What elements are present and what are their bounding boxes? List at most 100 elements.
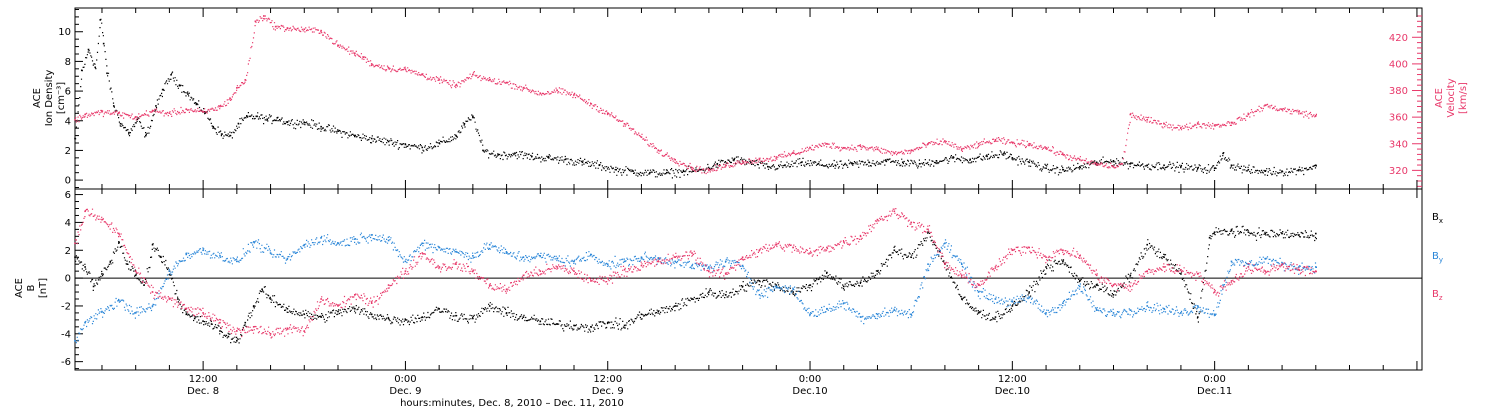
data-point	[1078, 165, 1081, 168]
x-tick-time: 0:00	[394, 374, 416, 385]
data-point	[354, 52, 356, 55]
data-point	[370, 302, 373, 304]
data-point	[286, 121, 289, 124]
data-point	[792, 152, 794, 154]
data-point	[202, 312, 204, 314]
data-point	[1045, 266, 1047, 268]
data-point	[859, 281, 862, 284]
data-point	[977, 312, 980, 314]
data-point	[893, 210, 896, 213]
data-point	[640, 256, 643, 259]
data-point	[187, 93, 189, 95]
data-point	[859, 145, 862, 148]
data-point	[1180, 273, 1182, 275]
data-point	[708, 291, 710, 293]
legend-symbol: B	[1432, 289, 1439, 300]
left-tick-label: -2	[61, 301, 71, 312]
data-point	[337, 242, 339, 245]
data-point	[210, 323, 213, 325]
data-point	[246, 115, 248, 118]
legend-subscript: x	[1439, 217, 1443, 225]
data-point	[1146, 243, 1149, 246]
data-point	[564, 158, 567, 161]
x-tick-time: 12:00	[998, 374, 1027, 385]
data-point	[960, 148, 963, 150]
data-point	[1028, 291, 1030, 293]
data-point	[842, 241, 845, 243]
data-point	[1163, 164, 1165, 167]
data-point	[482, 149, 484, 152]
data-point	[910, 149, 912, 152]
data-point	[337, 130, 339, 132]
data-point	[261, 288, 263, 291]
data-point	[404, 143, 407, 146]
right-tick-label: 400	[1389, 59, 1408, 70]
data-point	[106, 72, 108, 75]
data-point	[758, 249, 761, 252]
data-point	[1247, 266, 1250, 268]
data-point	[1314, 164, 1317, 167]
data-point	[220, 133, 223, 135]
data-point	[1146, 305, 1149, 307]
data-point	[229, 134, 231, 137]
data-point	[910, 313, 912, 316]
data-point	[455, 263, 457, 265]
data-point	[134, 274, 137, 277]
data-point	[935, 160, 938, 162]
x-tick-time: 0:00	[1203, 374, 1225, 385]
data-point	[370, 63, 373, 65]
data-point	[960, 274, 963, 277]
data-point	[266, 118, 268, 121]
data-point	[1095, 161, 1098, 164]
data-point	[128, 131, 130, 134]
bottom-panel-frame	[74, 188, 1423, 371]
x-tick-day: Dec. 9	[389, 386, 421, 397]
data-point	[119, 122, 122, 125]
data-point	[792, 291, 794, 293]
data-point	[741, 160, 744, 162]
data-point	[1298, 268, 1300, 271]
data-point	[1163, 307, 1165, 310]
data-point	[1264, 232, 1267, 235]
data-point	[320, 316, 322, 318]
data-point	[876, 270, 879, 272]
data-point	[455, 84, 457, 86]
data-point	[74, 118, 76, 121]
data-point	[573, 93, 575, 96]
data-point	[581, 161, 584, 164]
data-point	[244, 321, 247, 324]
data-point	[826, 271, 828, 274]
right-axis-title-line: Velocity	[1446, 78, 1457, 117]
data-point	[472, 270, 474, 272]
data-point	[161, 88, 164, 91]
data-point	[354, 238, 356, 240]
data-point	[74, 256, 76, 259]
data-point	[758, 158, 761, 161]
data-point	[1028, 161, 1030, 164]
data-point	[657, 257, 660, 260]
legend-Bx: Bx	[1432, 212, 1443, 225]
data-point	[1213, 231, 1216, 233]
data-point	[1078, 255, 1081, 257]
data-point	[227, 335, 230, 338]
data-point	[1112, 160, 1115, 162]
data-point	[1078, 280, 1081, 282]
data-point	[775, 243, 778, 246]
data-point	[472, 317, 474, 320]
data-point	[438, 142, 440, 144]
data-point	[590, 253, 592, 256]
data-point	[1213, 124, 1216, 126]
data-point	[151, 305, 154, 307]
data-point	[134, 312, 137, 314]
data-point	[1011, 305, 1014, 307]
data-point	[505, 312, 508, 314]
data-point	[1062, 260, 1064, 263]
data-point	[252, 305, 255, 307]
left-tick-label: 0	[65, 176, 71, 187]
data-point	[1298, 266, 1300, 268]
data-point	[1213, 313, 1216, 316]
data-point	[244, 79, 247, 81]
data-point	[404, 68, 407, 71]
data-point	[649, 171, 651, 174]
